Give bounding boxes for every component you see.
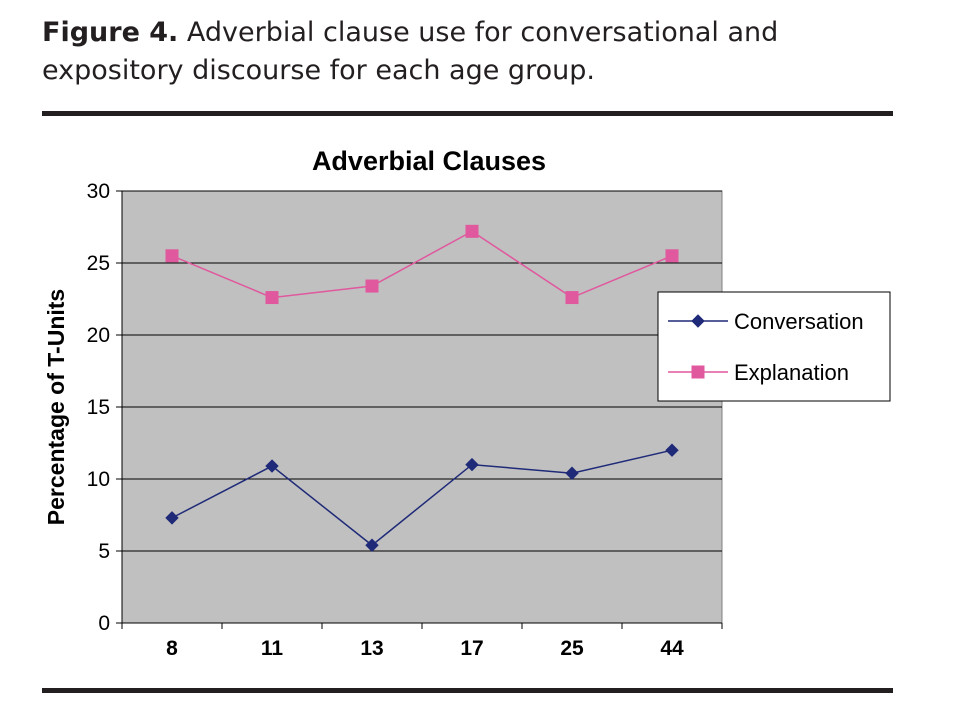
figure-caption-text: Adverbial clause use for conversational … — [42, 17, 779, 86]
series-conversation — [165, 443, 679, 552]
x-tick-label: 17 — [460, 637, 483, 660]
y-tick-label: 30 — [87, 180, 110, 203]
y-tick-label: 10 — [87, 468, 110, 491]
legend-marker-conversation — [691, 314, 705, 328]
y-tick-label: 5 — [98, 540, 110, 563]
y-tick-label: 25 — [87, 252, 110, 275]
y-tick-label: 0 — [98, 612, 110, 635]
legend-label-conversation: Conversation — [734, 309, 864, 334]
legend-items: Conversation Explanation — [668, 309, 864, 385]
y-axis-ticks: 0 5 10 15 20 25 30 — [87, 180, 122, 635]
legend-box — [657, 291, 891, 402]
x-tick-label: 13 — [360, 637, 383, 660]
y-axis-label: Percentage of T-Units — [43, 289, 69, 525]
y-tick-label: 20 — [87, 324, 110, 347]
x-axis-ticks: 8 11 13 17 25 44 — [121, 623, 723, 660]
data-point-explanation — [365, 279, 379, 293]
data-point-explanation — [265, 291, 279, 305]
data-point-conversation — [165, 511, 179, 525]
legend-marker-explanation — [691, 365, 705, 379]
data-point-conversation — [365, 538, 379, 552]
legend-item-explanation: Explanation — [668, 360, 849, 385]
bottom-rule — [42, 688, 893, 693]
y-tick-label: 15 — [87, 396, 110, 419]
legend-label-explanation: Explanation — [734, 360, 849, 385]
data-point-conversation — [565, 466, 579, 480]
legend-item-conversation: Conversation — [668, 309, 864, 334]
series-line-explanation — [171, 230, 673, 299]
data-point-conversation — [665, 443, 679, 457]
x-tick-label: 8 — [166, 637, 178, 660]
series-line-conversation — [171, 449, 673, 547]
data-point-conversation — [265, 459, 279, 473]
figure-label: Figure 4. — [42, 17, 179, 48]
x-tick-label: 25 — [560, 637, 584, 660]
figure-caption: Figure 4. Adverbial clause use for conve… — [42, 14, 902, 90]
series-layer — [165, 224, 679, 552]
x-tick-label: 11 — [261, 637, 284, 660]
gridlines — [122, 190, 722, 552]
data-point-explanation — [565, 291, 579, 305]
x-tick-label: 44 — [660, 637, 684, 660]
data-point-explanation — [165, 249, 179, 263]
data-point-conversation — [465, 457, 479, 472]
legend: Conversation Explanation — [657, 291, 891, 402]
chart-title: Adverbial Clauses — [312, 146, 546, 176]
data-point-explanation — [665, 249, 679, 263]
top-rule — [42, 111, 893, 116]
series-explanation — [165, 224, 679, 305]
data-point-explanation — [465, 224, 479, 238]
